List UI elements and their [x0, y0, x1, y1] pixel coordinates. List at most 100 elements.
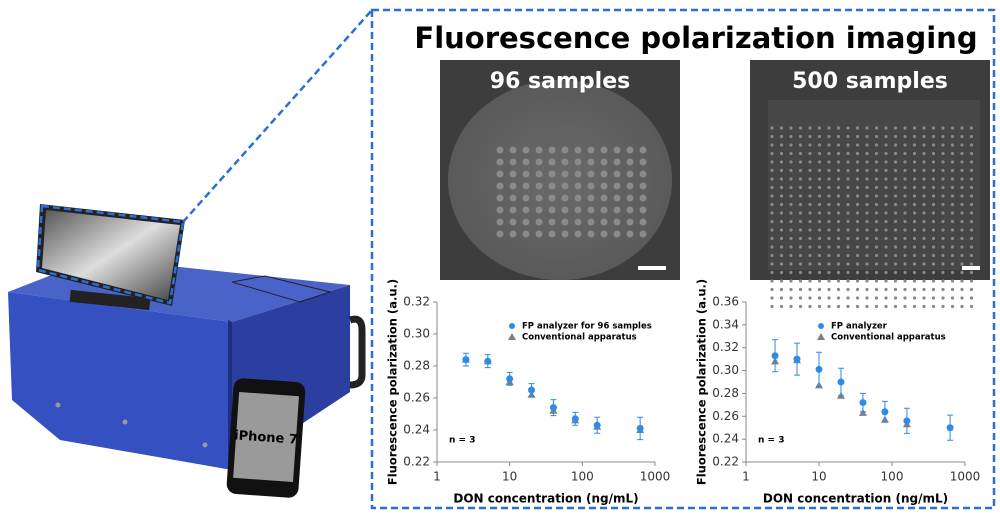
well — [913, 211, 916, 214]
well — [770, 237, 773, 240]
well — [588, 219, 595, 226]
well — [818, 237, 821, 240]
well — [941, 279, 944, 282]
well — [827, 203, 830, 206]
well — [960, 186, 963, 189]
well — [922, 126, 925, 129]
well — [970, 279, 973, 282]
well — [903, 220, 906, 223]
well — [875, 228, 878, 231]
well — [846, 288, 849, 291]
well — [856, 228, 859, 231]
well — [932, 143, 935, 146]
well — [562, 207, 569, 214]
well — [536, 171, 543, 178]
well — [627, 231, 634, 238]
well — [627, 147, 634, 154]
well — [903, 203, 906, 206]
well — [894, 143, 897, 146]
well — [510, 219, 517, 226]
well — [894, 262, 897, 265]
y-tick-label: 0.30 — [712, 363, 739, 377]
well — [894, 296, 897, 299]
well — [770, 279, 773, 282]
well — [970, 254, 973, 257]
well — [941, 262, 944, 265]
well — [846, 152, 849, 155]
device: iPhone 7 — [8, 10, 372, 498]
well — [865, 126, 868, 129]
well — [497, 195, 504, 202]
well — [789, 279, 792, 282]
well — [884, 279, 887, 282]
well — [627, 195, 634, 202]
well — [856, 160, 859, 163]
well — [960, 152, 963, 155]
well — [846, 296, 849, 299]
well — [951, 152, 954, 155]
well — [497, 207, 504, 214]
well — [827, 288, 830, 291]
well — [932, 126, 935, 129]
well — [856, 245, 859, 248]
well — [865, 169, 868, 172]
well — [970, 143, 973, 146]
well — [601, 159, 608, 166]
well — [837, 186, 840, 189]
well — [837, 203, 840, 206]
well — [970, 126, 973, 129]
well — [865, 203, 868, 206]
well — [837, 279, 840, 282]
well — [588, 171, 595, 178]
well — [970, 203, 973, 206]
well — [932, 237, 935, 240]
well — [808, 245, 811, 248]
well — [837, 271, 840, 274]
well — [903, 271, 906, 274]
well — [941, 211, 944, 214]
well — [799, 237, 802, 240]
well — [549, 207, 556, 214]
well — [780, 254, 783, 257]
well — [640, 183, 647, 190]
well — [640, 171, 647, 178]
well — [799, 152, 802, 155]
well — [856, 194, 859, 197]
well — [827, 262, 830, 265]
well — [856, 126, 859, 129]
well — [780, 152, 783, 155]
well — [875, 262, 878, 265]
legend-label: Conventional apparatus — [831, 333, 946, 343]
well — [960, 245, 963, 248]
well — [789, 220, 792, 223]
well — [818, 271, 821, 274]
well — [951, 177, 954, 180]
well — [922, 237, 925, 240]
well — [903, 245, 906, 248]
well — [523, 147, 530, 154]
well — [894, 220, 897, 223]
well — [913, 305, 916, 308]
well — [846, 203, 849, 206]
well — [922, 203, 925, 206]
circle-marker — [484, 358, 491, 365]
well — [799, 245, 802, 248]
well — [799, 279, 802, 282]
well — [846, 169, 849, 172]
well — [770, 296, 773, 299]
well — [846, 160, 849, 163]
well — [770, 262, 773, 265]
well — [922, 152, 925, 155]
well — [884, 245, 887, 248]
well — [808, 135, 811, 138]
circle-marker — [947, 424, 954, 431]
well — [951, 279, 954, 282]
well — [770, 152, 773, 155]
well — [856, 177, 859, 180]
well — [865, 194, 868, 197]
annotation: n = 3 — [449, 436, 475, 446]
well — [913, 186, 916, 189]
well — [837, 245, 840, 248]
well — [941, 160, 944, 163]
well — [827, 169, 830, 172]
